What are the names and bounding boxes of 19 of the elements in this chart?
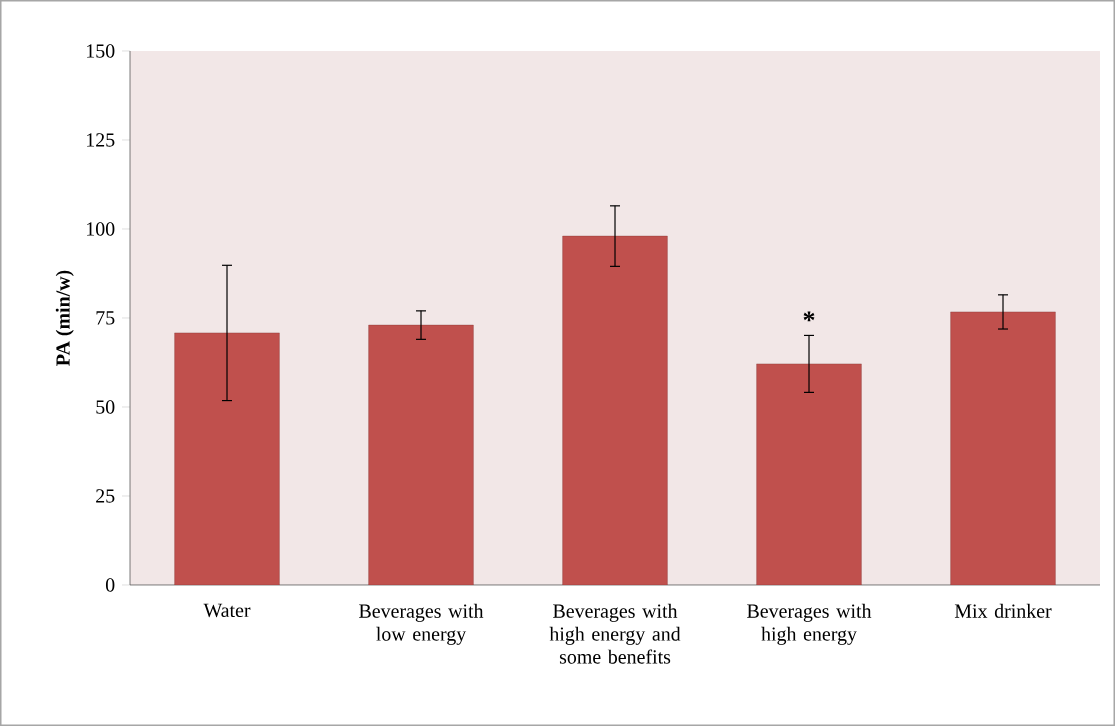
x-tick-label: Beverages with high energy: [747, 603, 872, 645]
bar: [174, 332, 280, 585]
x-tick-label: Water: [203, 603, 251, 618]
bar: [562, 235, 668, 585]
x-tick-label: Beverages with low energy: [359, 603, 484, 645]
annotation: *: [803, 311, 815, 322]
y-tick-label: 25: [96, 489, 115, 503]
bar: [368, 324, 474, 585]
x-tick-label: Beverages with high energy and some benefits: [549, 603, 681, 664]
y-tick-label: 100: [87, 222, 115, 236]
bar: [756, 363, 862, 585]
y-tick-label: 0: [105, 578, 115, 592]
bar: [950, 311, 1056, 585]
y-tick-label: 75: [96, 311, 115, 325]
y-tick-label: 150: [87, 44, 115, 58]
y-tick-label: 125: [87, 133, 115, 147]
y-axis-title: PA (min/w): [55, 270, 74, 366]
y-tick-label: 50: [96, 400, 115, 414]
x-tick-label: Mix drinker: [954, 603, 1052, 618]
